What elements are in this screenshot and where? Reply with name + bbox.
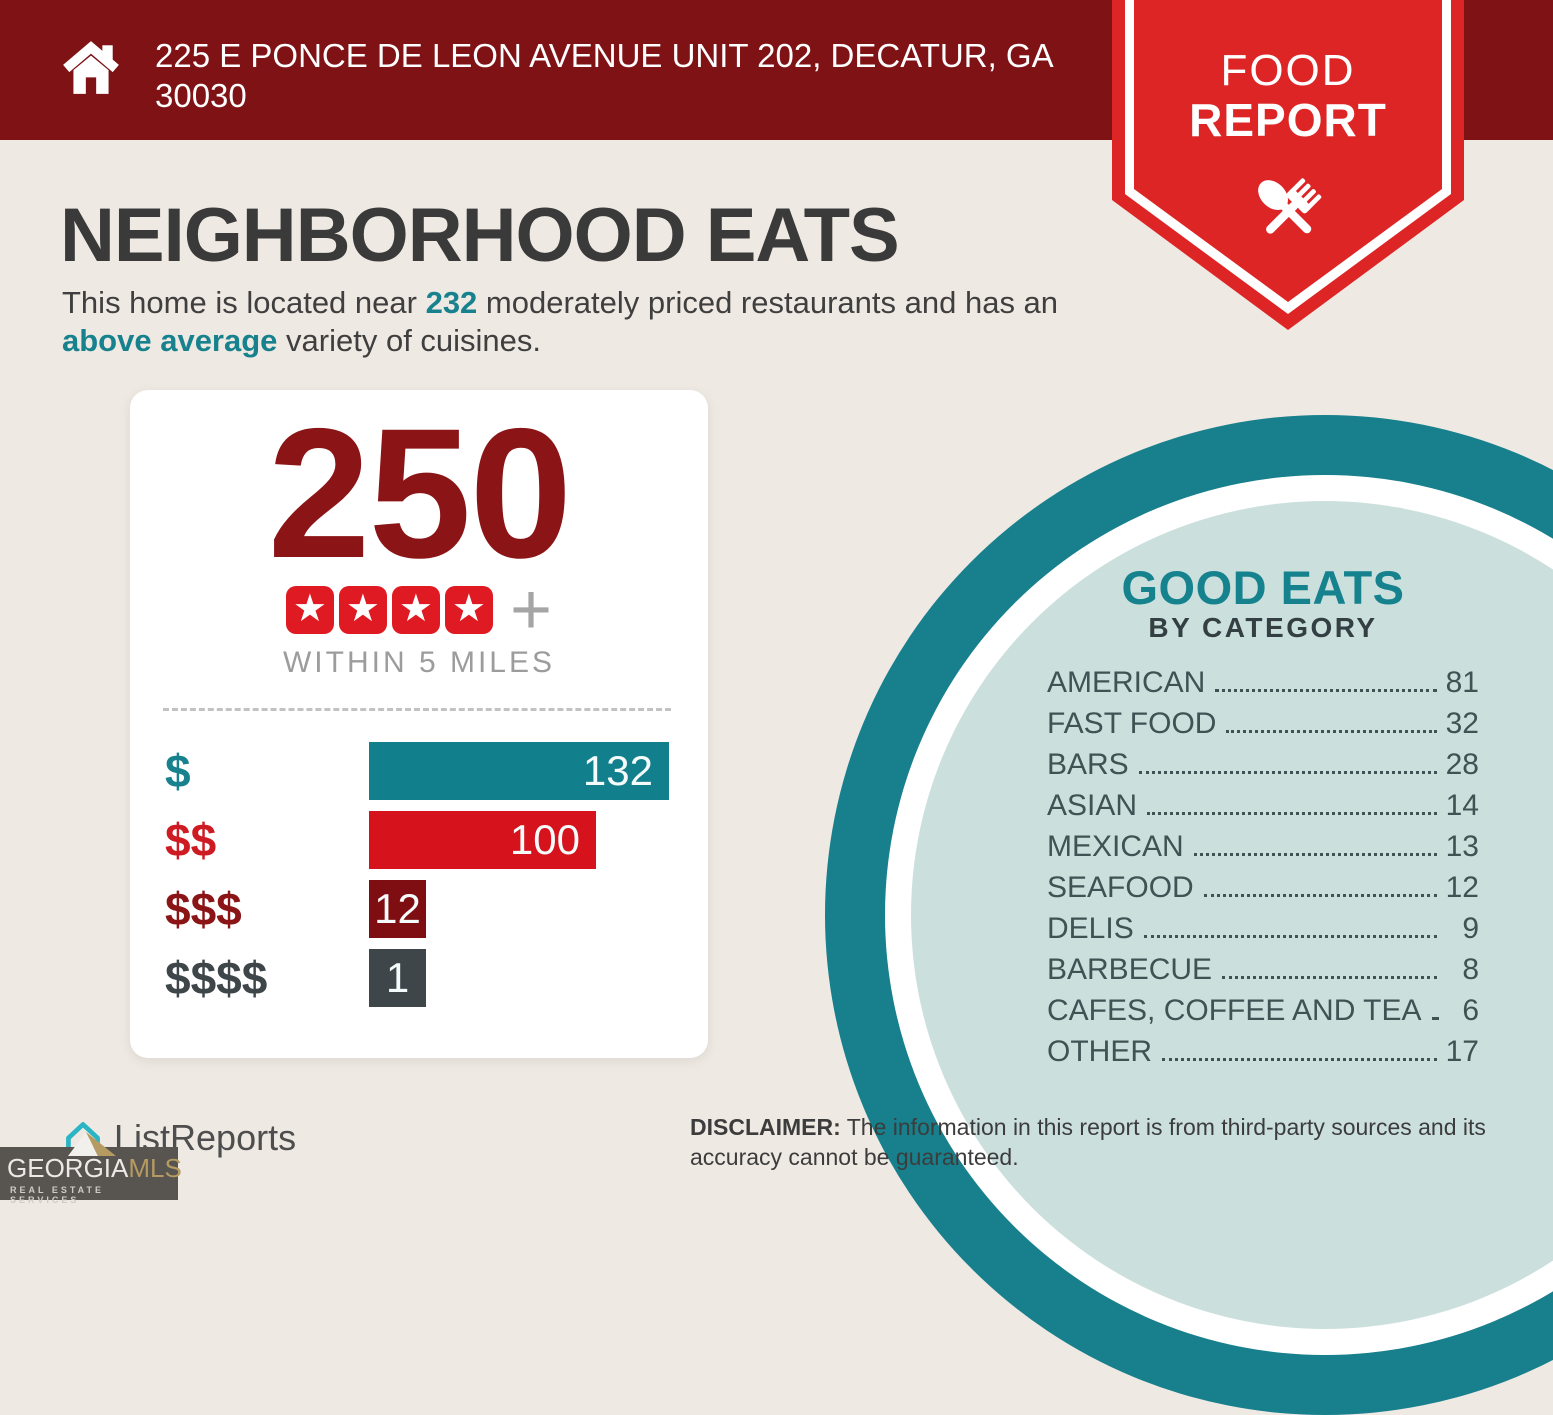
bar-value: 100: [509, 816, 580, 863]
category-value: 32: [1445, 707, 1479, 740]
dotted-leader: [1203, 894, 1437, 897]
chart-row: $$$ 12: [130, 880, 708, 938]
good-eats-circle-inner: [911, 501, 1553, 1329]
category-label: OTHER: [1047, 1035, 1152, 1068]
dotted-leader: [1143, 935, 1437, 938]
dotted-leader: [1226, 730, 1437, 733]
category-label: MEXICAN: [1047, 830, 1184, 863]
category-value: 28: [1445, 748, 1479, 781]
list-item: AMERICAN 81: [1047, 668, 1479, 698]
dotted-leader: [1215, 689, 1437, 692]
category-value: 8: [1462, 953, 1479, 986]
star-rating: +: [130, 570, 708, 650]
georgiamls-tagline: REAL ESTATE SERVICES: [10, 1185, 105, 1205]
bar-value: 1: [385, 954, 410, 1001]
good-eats-title: GOOD EATS: [1121, 561, 1405, 614]
good-eats-subtitle: BY CATEGORY: [1148, 612, 1378, 643]
georgiamls-name: GEORGIAMLS: [7, 1153, 182, 1184]
intro-count: 232: [425, 285, 478, 320]
property-address: 225 E PONCE DE LEON AVENUE UNIT 202, DEC…: [155, 37, 1052, 115]
price-tier-label: $: [165, 745, 191, 797]
page-title: NEIGHBORHOOD EATS: [60, 193, 900, 278]
category-label: BARBECUE: [1047, 953, 1213, 986]
radius-label: WITHIN 5 MILES: [282, 646, 556, 679]
category-value: 12: [1445, 871, 1479, 904]
ribbon-shape: [1112, 0, 1464, 330]
category-value: 9: [1462, 912, 1479, 945]
ribbon-line2: REPORT: [1189, 94, 1387, 147]
disclaimer-label: DISCLAIMER:: [690, 1114, 841, 1140]
intro-text: This home is located near 232 moderately…: [62, 284, 1102, 360]
category-list: AMERICAN 81 FAST FOOD 32 BARS 28 ASIAN 14 ME…: [1047, 668, 1479, 1078]
category-label: DELIS: [1047, 912, 1134, 945]
chart-bar: 100: [369, 811, 596, 869]
home-icon: [63, 41, 119, 94]
mountain-icon: [68, 1132, 116, 1156]
price-tier-label: $$$$: [165, 952, 268, 1004]
georgiamls-part1: GEORGIA: [7, 1153, 129, 1183]
dotted-leader: [1222, 976, 1437, 979]
category-value: 13: [1445, 830, 1479, 863]
price-tier-chart: $ 132 $$ 100 $$$ 12 $$$$ 1: [130, 742, 708, 1018]
star-icon: [338, 586, 387, 634]
georgiamls-part2: MLS: [128, 1153, 182, 1183]
chart-row: $ 132: [130, 742, 708, 800]
category-label: SEAFOOD: [1047, 871, 1194, 904]
list-item: BARBECUE 8: [1047, 955, 1479, 985]
bar-value: 12: [374, 885, 421, 932]
ribbon-title: FOOD REPORT: [1112, 46, 1464, 147]
disclaimer: DISCLAIMER: The information in this repo…: [690, 1112, 1500, 1173]
intro-part3: variety of cuisines.: [277, 322, 542, 358]
list-item: DELIS 9: [1047, 914, 1479, 944]
dotted-leader: [1193, 853, 1437, 856]
dotted-leader: [1138, 771, 1437, 774]
utensils-icon: [1258, 178, 1322, 234]
list-item: CAFES, COFFEE AND TEA 6: [1047, 996, 1479, 1026]
list-item: MEXICAN 13: [1047, 832, 1479, 862]
star-icon: [285, 586, 334, 634]
list-item: ASIAN 14: [1047, 791, 1479, 821]
category-label: FAST FOOD: [1047, 707, 1217, 740]
plus-icon: +: [509, 570, 553, 650]
intro-part1: This home is located near: [62, 285, 426, 320]
chart-bar: 1: [369, 949, 426, 1007]
summary-card: 250 + WITHIN 5 MILES $ 132 $$ 100 $$$ 12…: [130, 390, 708, 1058]
price-tier-label: $$: [165, 814, 217, 866]
chart-row: $$$$ 1: [130, 949, 708, 1007]
list-item: FAST FOOD 32: [1047, 709, 1479, 739]
category-value: 81: [1445, 666, 1479, 699]
chart-row: $$ 100: [130, 811, 708, 869]
list-item: BARS 28: [1047, 750, 1479, 780]
list-item: SEAFOOD 12: [1047, 873, 1479, 903]
ribbon-line1: FOOD: [1220, 46, 1356, 95]
dashed-divider: [163, 708, 671, 711]
intro-part2: moderately priced restaurants and has an: [477, 285, 1059, 320]
category-label: ASIAN: [1047, 789, 1138, 822]
category-label: AMERICAN: [1047, 666, 1206, 699]
food-report-ribbon: FOOD REPORT: [1112, 0, 1464, 332]
price-tier-label: $$$: [165, 883, 242, 935]
intro-highlight: above average: [62, 322, 278, 358]
chart-bar: 132: [369, 742, 669, 800]
chart-bar: 12: [369, 880, 426, 938]
bar-value: 132: [582, 747, 653, 794]
restaurant-total: 250: [267, 391, 573, 597]
disclaimer-text: The information in this report is from t…: [690, 1114, 1486, 1171]
dotted-leader: [1431, 1017, 1437, 1020]
star-icon: [391, 586, 440, 634]
category-value: 14: [1445, 789, 1479, 822]
category-value: 17: [1445, 1035, 1479, 1068]
dotted-leader: [1162, 1058, 1437, 1061]
dotted-leader: [1147, 812, 1437, 815]
category-label: CAFES, COFFEE AND TEA: [1047, 994, 1422, 1027]
category-value: 6: [1462, 994, 1479, 1027]
georgiamls-logo: GEORGIAMLS REAL ESTATE SERVICES: [0, 1132, 182, 1205]
star-icon: [444, 586, 493, 634]
category-label: BARS: [1047, 748, 1129, 781]
list-item: OTHER 17: [1047, 1037, 1479, 1067]
